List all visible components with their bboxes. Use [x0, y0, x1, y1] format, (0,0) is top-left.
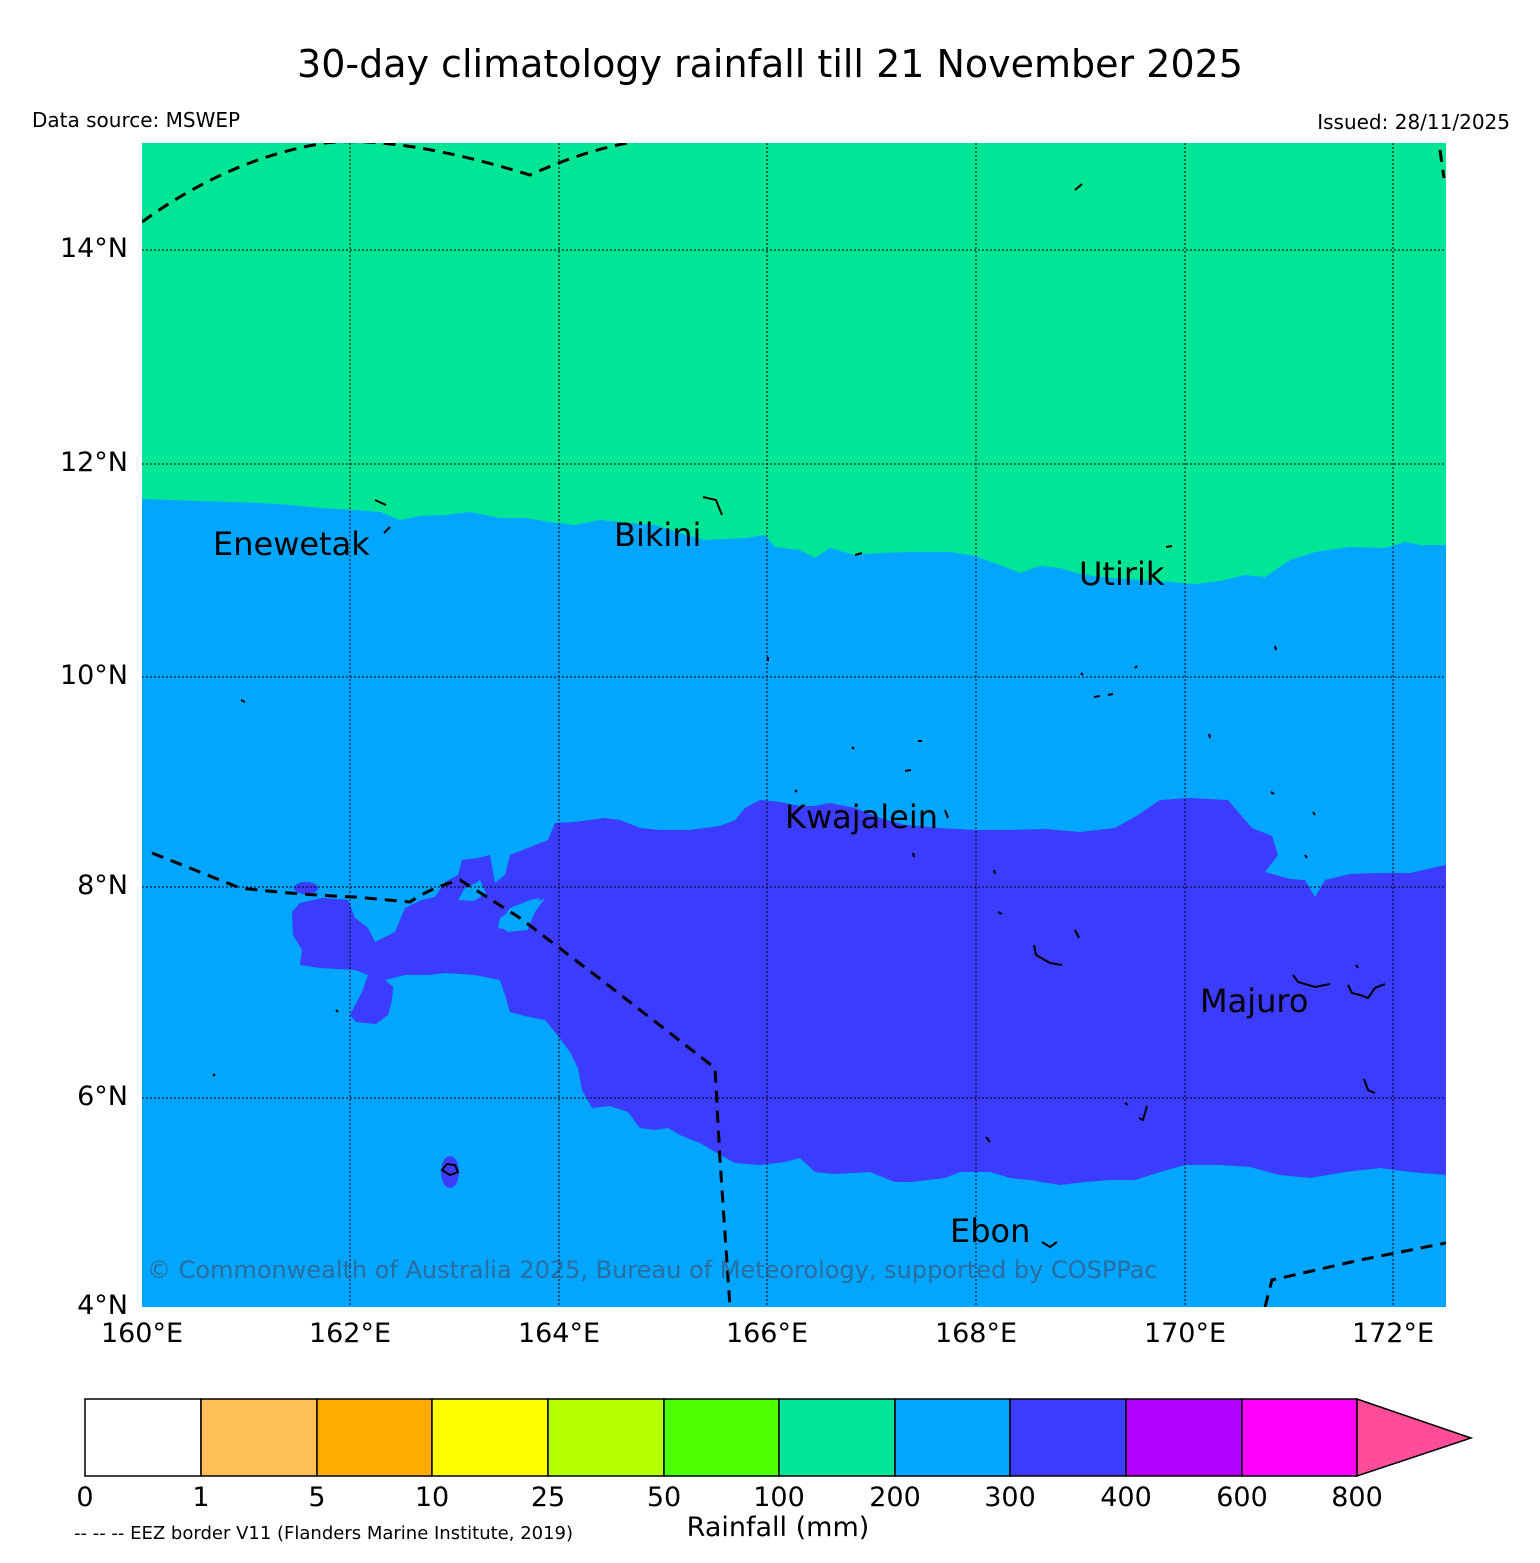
colorbar-title: Rainfall (mm): [686, 1512, 870, 1543]
data-source: Data source: MSWEP: [32, 108, 241, 132]
lon-label: 172°E: [1351, 1318, 1435, 1349]
colorbar-tick: 600: [1216, 1482, 1268, 1513]
lon-label: 164°E: [517, 1318, 601, 1349]
colorbar: [84, 1397, 1474, 1478]
colorbar-tick: 25: [530, 1482, 566, 1513]
colorbar-tick: 100: [753, 1482, 805, 1513]
colorbar-swatch: [778, 1398, 896, 1477]
lat-label: 4°N: [77, 1290, 128, 1321]
colorbar-extend-arrow: [1356, 1397, 1474, 1478]
place-label-bikini: Bikini: [614, 516, 701, 554]
map-area: Enewetak Bikini Utirik Kwajalein Majuro …: [142, 143, 1446, 1307]
issued-date: Issued: 28/11/2025: [1317, 110, 1510, 134]
eez-legend-note: -- -- -- EEZ border V11 (Flanders Marine…: [74, 1523, 574, 1544]
colorbar-tick: 200: [869, 1482, 921, 1513]
eez-border: [142, 143, 1446, 1307]
colorbar-swatch: [316, 1398, 433, 1477]
colorbar-tick: 0: [76, 1482, 94, 1513]
colorbar-tick: 1: [192, 1482, 210, 1513]
colorbar-tick: 5: [308, 1482, 326, 1513]
place-label-enewetak: Enewetak: [213, 525, 370, 563]
colorbar-swatch: [547, 1398, 665, 1477]
colorbar-tick: 400: [1100, 1482, 1152, 1513]
band-hole: [498, 898, 540, 932]
lat-label: 8°N: [77, 870, 128, 901]
colorbar-swatch: [84, 1398, 202, 1477]
lon-label: 168°E: [934, 1318, 1018, 1349]
colorbar-swatch: [1241, 1398, 1358, 1477]
lat-label: 6°N: [77, 1081, 128, 1112]
band-300-400: [292, 798, 1446, 1185]
band-100-200: [142, 143, 1446, 584]
colorbar-swatch: [663, 1398, 780, 1477]
lat-label: 12°N: [59, 447, 128, 478]
colorbar-tick: 300: [984, 1482, 1036, 1513]
map-title: 30-day climatology rainfall till 21 Nove…: [297, 42, 1243, 86]
coastlines: [212, 183, 1386, 1249]
place-label-utirik: Utirik: [1079, 555, 1165, 593]
colorbar-swatch: [1125, 1398, 1243, 1477]
colorbar-swatch: [200, 1398, 318, 1477]
lat-label: 14°N: [59, 233, 128, 264]
lon-label: 160°E: [100, 1318, 184, 1349]
colorbar-tick: 800: [1331, 1482, 1383, 1513]
colorbar-swatch: [1009, 1398, 1127, 1477]
place-label-ebon: Ebon: [950, 1212, 1030, 1250]
place-label-majuro: Majuro: [1200, 982, 1308, 1020]
lon-label: 170°E: [1143, 1318, 1227, 1349]
band-hole: [458, 880, 486, 901]
band-patch: [294, 882, 318, 894]
colorbar-swatch: [431, 1398, 549, 1477]
copyright-notice: © Commonwealth of Australia 2025, Bureau…: [147, 1256, 1158, 1284]
lon-label: 162°E: [308, 1318, 392, 1349]
colorbar-swatch: [894, 1398, 1011, 1477]
lon-label: 166°E: [725, 1318, 809, 1349]
graticule: [142, 143, 1446, 1307]
place-label-kwajalein: Kwajalein: [785, 798, 938, 836]
colorbar-tick: 50: [646, 1482, 682, 1513]
lat-label: 10°N: [59, 660, 128, 691]
colorbar-tick: 10: [414, 1482, 450, 1513]
